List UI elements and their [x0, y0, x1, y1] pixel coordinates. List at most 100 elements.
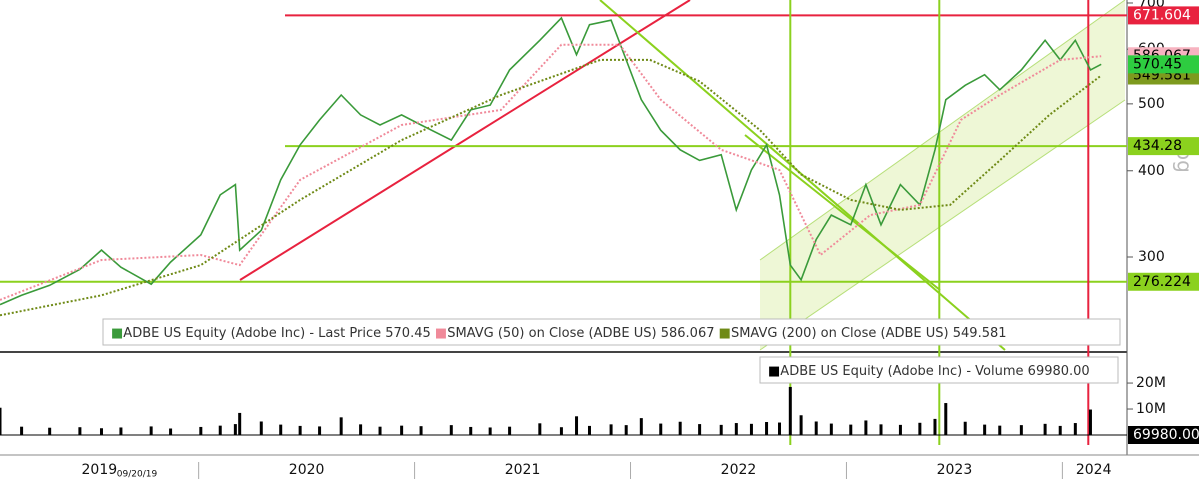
volume-bar [449, 425, 453, 435]
volume-bar [298, 425, 302, 435]
volume-bar [575, 416, 579, 435]
value-box [1128, 137, 1199, 156]
legend-label: SMAVG (50) on Close (ADBE US) [447, 326, 656, 341]
volume-bar [78, 427, 82, 435]
drawings [239, 0, 1126, 351]
volume-bar [849, 424, 853, 435]
volume-bar [119, 427, 123, 435]
volume-bar [983, 424, 987, 435]
volume-bar [829, 423, 833, 435]
trend-line [744, 134, 941, 291]
x-tick-label: 2023 [937, 462, 973, 478]
value-box [1128, 6, 1199, 25]
volume-bar [469, 426, 473, 435]
volume-bar [1073, 423, 1077, 435]
channel-line [759, 0, 1126, 261]
volume-bar [765, 422, 769, 435]
value-box [1128, 272, 1199, 291]
volume-bar [339, 417, 343, 435]
trend-line [239, 0, 691, 281]
channel-line [759, 99, 1126, 351]
x-tick-label: 2022 [721, 462, 757, 478]
x-tick-label: 2024 [1076, 462, 1112, 478]
volume-bar [749, 423, 753, 435]
x-tick-label: 2021 [505, 462, 541, 478]
volume-bar [879, 424, 883, 435]
y-tick-label: 10M [1136, 401, 1166, 417]
volume-bar [778, 422, 782, 435]
legend-marker: ■ [768, 364, 780, 379]
volume-bar [559, 427, 563, 435]
volume-bar [359, 424, 363, 435]
legend-marker: ■ [435, 326, 447, 341]
volume-bar [799, 415, 803, 435]
value-box-label: 671.604 [1133, 7, 1191, 23]
legend-label: SMAVG (200) on Close (ADBE US) [731, 326, 949, 341]
volume-bar [233, 424, 237, 435]
date-label: 09/20/19 [117, 470, 158, 479]
legend-label: ADBE US Equity (Adobe Inc) - Volume [780, 364, 1023, 379]
volume-bar [488, 427, 492, 435]
value-box-label: 570.45 [1133, 56, 1182, 72]
volume-bar [149, 426, 153, 435]
volume-bar [1043, 423, 1047, 435]
x-tick-label: 2019 [82, 462, 118, 478]
volume-bar [814, 421, 818, 435]
volume-bar [698, 424, 702, 435]
volume-bar [998, 425, 1002, 435]
legend-value: 586.067 [661, 326, 715, 341]
legend-marker: ■ [719, 326, 731, 341]
y-tick-label: 700 [1138, 0, 1165, 11]
volume-bar [609, 424, 613, 435]
volume-bar [624, 425, 628, 435]
value-box [1128, 55, 1199, 74]
volume-bar [659, 423, 663, 435]
legend-value: 549.581 [953, 326, 1007, 341]
volume-bar [963, 421, 967, 435]
legend-text: ■ADBE US Equity (Adobe Inc) - Last Price… [111, 326, 1007, 341]
volume-bar [639, 418, 643, 435]
y-tick-label: 20M [1136, 375, 1166, 391]
channel [760, 0, 1125, 350]
legend-value: 570.45 [385, 326, 431, 341]
legend-label: ADBE US Equity (Adobe Inc) - Last Price [123, 326, 381, 341]
volume-bar [864, 420, 868, 435]
volume-bar [678, 421, 682, 435]
volume-bar [419, 426, 423, 435]
value-box-label: 276.224 [1133, 274, 1191, 290]
volume-bar [318, 426, 322, 435]
volume-bar [918, 422, 922, 435]
volume-bar [169, 428, 173, 435]
volume-bar [898, 424, 902, 435]
legend-marker: ■ [111, 326, 123, 341]
sma-line [0, 43, 1102, 301]
volume-bar [1088, 409, 1092, 435]
value-box-label: 69980.00 [1133, 427, 1199, 443]
volume-bar [259, 421, 263, 435]
y-tick-label: 300 [1138, 249, 1165, 265]
volume-bar [719, 424, 723, 435]
legend [759, 356, 1119, 384]
volume-bar [1019, 425, 1023, 435]
volume-bar [734, 423, 738, 435]
volume-bar [48, 427, 52, 435]
volume-bar [199, 426, 203, 435]
legend-text: ■ADBE US Equity (Adobe Inc) - Volume 699… [768, 364, 1090, 379]
volume-bar [933, 418, 937, 435]
volume-bar [788, 386, 792, 435]
value-box [1128, 426, 1199, 444]
volume-bar [587, 425, 591, 435]
volume-bar [944, 403, 948, 435]
y-tick-label: 500 [1138, 96, 1165, 112]
volume-bar [508, 426, 512, 435]
volume-bar [279, 424, 283, 435]
x-tick-label: 2020 [289, 462, 325, 478]
volume-bar [378, 426, 382, 435]
volume-bar [538, 423, 542, 435]
volume-bar [0, 407, 2, 435]
volume-bar [20, 426, 24, 435]
value-box-label: 434.28 [1133, 138, 1182, 154]
price-line [0, 16, 1102, 306]
